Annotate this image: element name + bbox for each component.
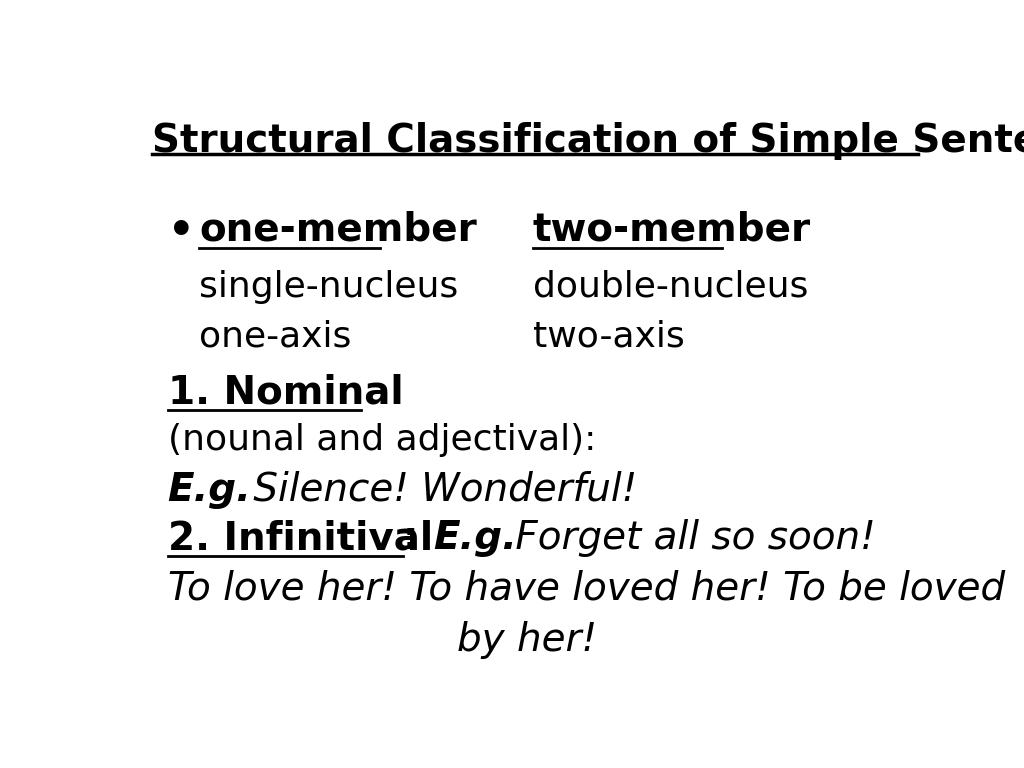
Text: :: :	[403, 519, 446, 557]
Text: •: •	[168, 210, 195, 253]
Text: Structural Classification of Simple Sentences: Structural Classification of Simple Sent…	[152, 121, 1024, 160]
Text: two-axis: two-axis	[532, 319, 684, 354]
Text: (nounal and adjectival):: (nounal and adjectival):	[168, 423, 596, 457]
Text: single-nucleus: single-nucleus	[200, 270, 459, 303]
Text: double-nucleus: double-nucleus	[532, 270, 808, 303]
Text: Forget all so soon!: Forget all so soon!	[504, 519, 877, 557]
Text: one-axis: one-axis	[200, 319, 352, 354]
Text: To love her! To have loved her! To be loved: To love her! To have loved her! To be lo…	[168, 570, 1005, 608]
Text: 2. Infinitival: 2. Infinitival	[168, 519, 433, 557]
Text: by her!: by her!	[458, 621, 597, 660]
Text: E.g.: E.g.	[168, 471, 252, 508]
Text: 1. Nominal: 1. Nominal	[168, 373, 403, 411]
Text: one-member: one-member	[200, 210, 477, 248]
Text: Silence! Wonderful!: Silence! Wonderful!	[241, 471, 637, 508]
Text: E.g.: E.g.	[433, 519, 517, 557]
Text: two-member: two-member	[532, 210, 811, 248]
